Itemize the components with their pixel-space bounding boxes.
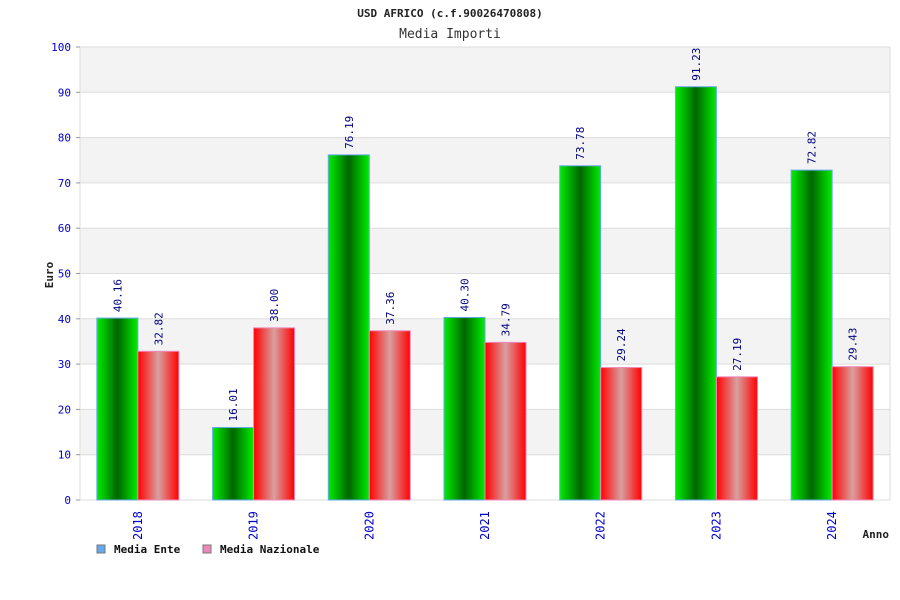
bar-media-nazionale [600, 367, 643, 501]
x-tick-label: 2018 [131, 511, 145, 540]
legend-swatch [96, 544, 106, 554]
y-tick-label: 90 [58, 86, 71, 99]
grid-band [80, 47, 890, 93]
bar-media-ente [443, 316, 486, 501]
data-label: 27.19 [731, 338, 744, 371]
chart-title: USD AFRICO (c.f.90026470808) [357, 7, 542, 20]
y-tick-label: 0 [64, 494, 71, 507]
bar-media-nazionale [831, 366, 874, 501]
y-tick-label: 50 [58, 268, 71, 281]
y-tick-label: 20 [58, 403, 71, 416]
bar-media-nazionale [253, 327, 296, 501]
bar-media-nazionale [484, 341, 527, 501]
bar-media-ente [96, 317, 139, 501]
data-label: 91.23 [690, 48, 703, 81]
bar-media-nazionale [137, 350, 180, 501]
bar-media-nazionale [368, 330, 411, 501]
legend-swatch [202, 544, 212, 554]
grid-band [80, 273, 890, 319]
bar-media-ente [327, 154, 370, 501]
y-axis-label: Euro [43, 261, 56, 288]
x-tick-label: 2022 [594, 511, 608, 540]
data-label: 16.01 [227, 388, 240, 421]
data-label: 29.43 [847, 328, 860, 361]
legend-label: Media Ente [114, 543, 181, 556]
y-tick-label: 40 [58, 313, 71, 326]
x-tick-label: 2020 [362, 511, 376, 540]
grid-band [80, 228, 890, 274]
x-tick-label: 2023 [709, 511, 723, 540]
y-tick-label: 70 [58, 177, 71, 190]
data-label: 40.16 [111, 279, 124, 312]
grid-band [80, 182, 890, 229]
bar-media-ente [559, 165, 602, 501]
x-tick-label: 2024 [825, 511, 839, 540]
data-label: 32.82 [152, 312, 165, 345]
bar-media-ente [212, 426, 255, 501]
legend-item: Media Nazionale [202, 543, 320, 556]
chart-subtitle: Media Importi [399, 27, 501, 42]
data-label: 34.79 [500, 303, 513, 336]
x-tick-label: 2019 [247, 511, 261, 540]
data-label: 73.78 [574, 127, 587, 160]
y-tick-label: 10 [58, 449, 71, 462]
data-label: 37.36 [384, 292, 397, 325]
y-tick-label: 100 [51, 41, 71, 54]
y-tick-label: 30 [58, 358, 71, 371]
x-axis-label: Anno [863, 528, 890, 541]
grid-band [80, 137, 890, 183]
data-label: 29.24 [615, 328, 628, 361]
data-label: 72.82 [806, 131, 819, 164]
bar-media-nazionale [715, 376, 758, 501]
bar-media-ente [790, 169, 833, 501]
grid-band [80, 92, 890, 138]
y-tick-label: 60 [58, 222, 71, 235]
y-tick-label: 80 [58, 132, 71, 145]
data-label: 40.30 [459, 278, 472, 311]
data-label: 38.00 [268, 289, 281, 322]
x-tick-label: 2021 [478, 511, 492, 540]
data-label: 76.19 [343, 116, 356, 149]
legend-label: Media Nazionale [220, 543, 320, 556]
legend-item: Media Ente [96, 543, 181, 556]
bar-media-ente [674, 86, 717, 501]
